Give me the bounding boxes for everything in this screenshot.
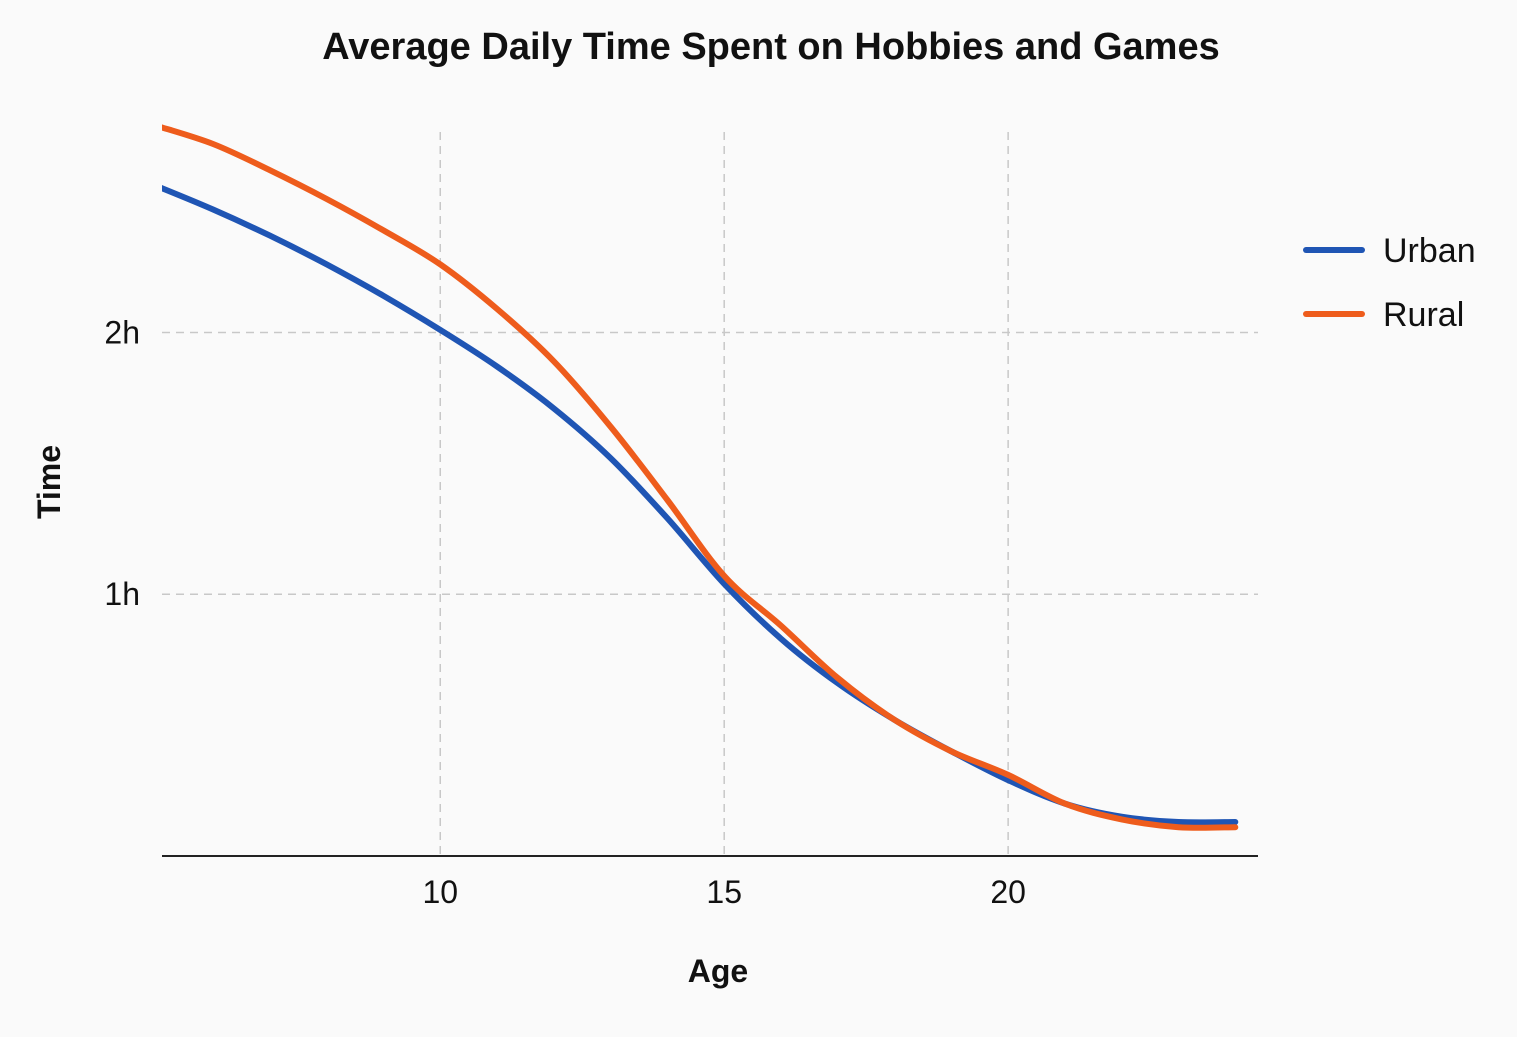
y-axis-label: Time	[31, 445, 67, 519]
x-tick-label: 20	[990, 874, 1026, 910]
y-tick-label: 2h	[104, 314, 140, 350]
x-tick-label: 15	[706, 874, 742, 910]
grid-lines	[162, 132, 1258, 856]
chart-title: Average Daily Time Spent on Hobbies and …	[322, 26, 1220, 68]
legend: Urban Rural	[1303, 232, 1476, 334]
x-tick-label: 10	[422, 874, 458, 910]
series-line-rural	[162, 124, 1239, 831]
x-axis-label: Age	[688, 953, 748, 989]
series-line-urban	[162, 184, 1239, 826]
y-tick-label: 1h	[104, 576, 140, 612]
legend-label-urban: Urban	[1383, 232, 1476, 270]
legend-label-rural: Rural	[1383, 296, 1464, 334]
tick-labels: 10 15 20 1h 2h	[104, 314, 1026, 910]
series-lines	[162, 124, 1239, 831]
